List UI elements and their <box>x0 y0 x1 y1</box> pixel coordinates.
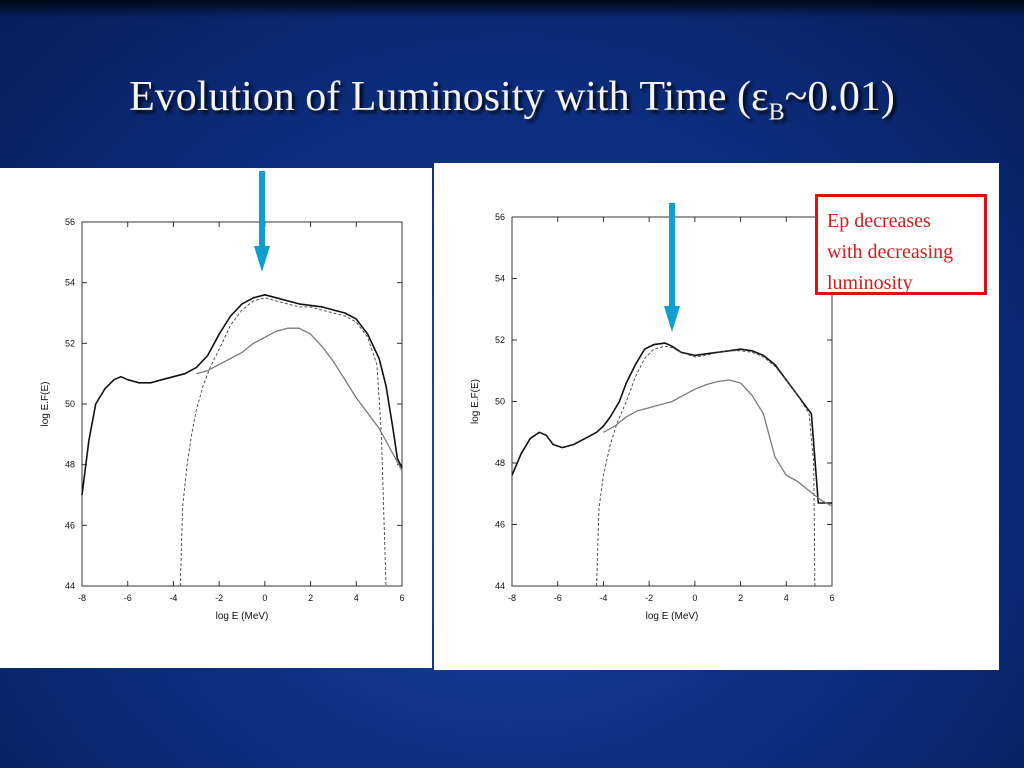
y-tick-label: 48 <box>65 460 75 470</box>
callout-line-3: luminosity <box>827 272 913 294</box>
y-tick-label: 44 <box>495 581 505 591</box>
x-tick-label: -8 <box>78 593 86 603</box>
slide-title: Evolution of Luminosity with Time (εB~0.… <box>0 72 1024 137</box>
x-tick-label: 0 <box>692 593 697 603</box>
peak-arrow-head <box>254 246 270 272</box>
total-spectrum-line <box>81 294 403 496</box>
x-tick-label: -8 <box>508 593 516 603</box>
x-tick-label: -2 <box>215 593 223 603</box>
x-tick-label: 2 <box>308 593 313 603</box>
peak-arrow-head <box>664 306 680 332</box>
y-tick-label: 50 <box>65 399 75 409</box>
left-chart-panel: -8 -6 -4 -2 0 2 4 6 44 46 48 50 52 54 56 log E (MeV) log… <box>0 168 432 668</box>
x-axis-label: log E (MeV) <box>216 611 269 622</box>
ep-callout-box: Ep decreases with decreasing luminosity <box>815 194 987 295</box>
slide-title-main: Evolution of Luminosity with Time (ε <box>129 74 769 120</box>
callout-line-2: with decreasing <box>827 241 954 263</box>
y-tick-label: 52 <box>65 338 75 348</box>
x-tick-label: -2 <box>645 593 653 603</box>
x-axis-label: log E (MeV) <box>646 611 699 622</box>
y-axis-label: log E.F(E) <box>40 381 51 426</box>
top-shadow-band <box>0 0 1024 18</box>
y-tick-label: 54 <box>495 274 505 284</box>
y-tick-label: 48 <box>495 458 505 468</box>
y-tick-label: 50 <box>495 397 505 407</box>
dashed-component-line <box>596 345 816 587</box>
dashed-component-line <box>179 297 387 587</box>
y-tick-label: 54 <box>65 278 75 288</box>
x-tick-label: -4 <box>169 593 177 603</box>
x-tick-label: 4 <box>354 593 359 603</box>
y-tick-label: 46 <box>65 520 75 530</box>
y-tick-label: 44 <box>65 581 75 591</box>
total-spectrum-line <box>511 342 832 504</box>
peak-arrow-icon <box>254 171 270 272</box>
peak-arrow-icon <box>664 203 680 332</box>
callout-line-1: Ep decreases <box>827 210 931 232</box>
x-tick-label: 6 <box>399 593 404 603</box>
slide-title-subscript: B <box>768 99 785 126</box>
y-tick-label: 46 <box>495 520 505 530</box>
x-tick-label: -6 <box>124 593 132 603</box>
y-tick-label: 56 <box>495 212 505 222</box>
grey-component-line <box>196 327 403 472</box>
x-tick-label: -4 <box>599 593 607 603</box>
plot-frame <box>81 221 403 587</box>
grey-component-line <box>603 379 833 507</box>
x-tick-label: -6 <box>554 593 562 603</box>
x-tick-label: 4 <box>784 593 789 603</box>
y-tick-label: 56 <box>65 217 75 227</box>
x-tick-label: 0 <box>262 593 267 603</box>
x-tick-label: 6 <box>829 593 834 603</box>
y-tick-label: 52 <box>495 335 505 345</box>
y-axis-label: log E.F(E) <box>470 379 481 424</box>
x-tick-label: 2 <box>738 593 743 603</box>
slide-title-tail: ~0.01) <box>784 74 895 120</box>
